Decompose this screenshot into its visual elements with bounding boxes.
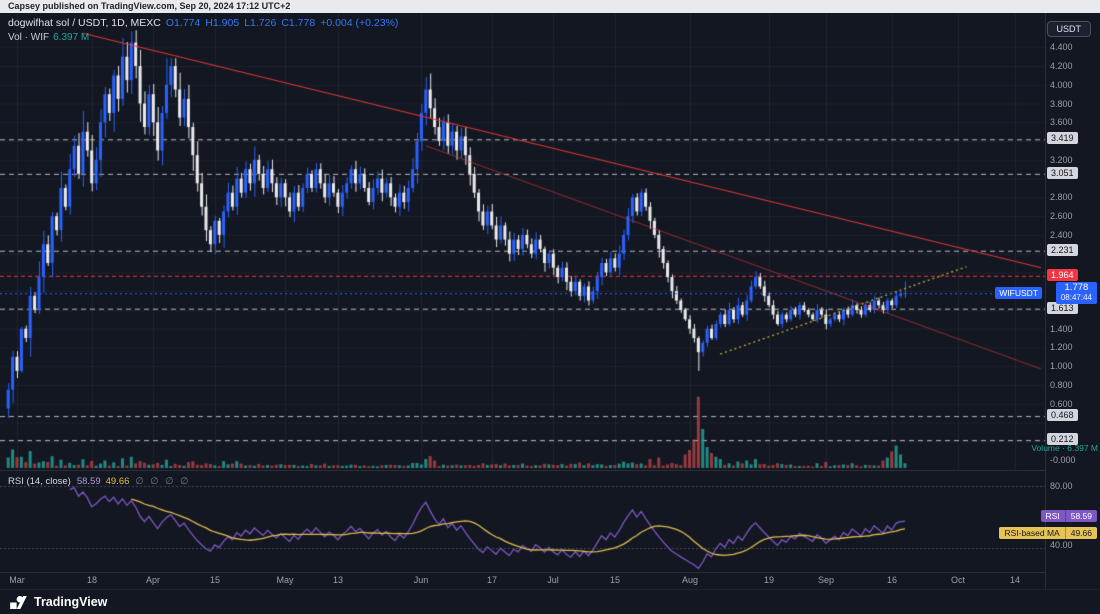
ohlc-token: C1.778	[281, 17, 316, 29]
rsi-scale-tick-80: 80.00	[1050, 481, 1073, 491]
time-axis-label: Oct	[950, 575, 966, 585]
rsi-hidden-plots: ∅ ∅ ∅ ∅	[135, 476, 191, 487]
time-axis-label: 18	[86, 575, 98, 585]
price-level-label: 2.231	[1047, 244, 1078, 256]
time-axis[interactable]	[0, 572, 1045, 591]
ohlc-token: L1.726	[244, 17, 277, 29]
time-axis-label: 15	[609, 575, 621, 585]
time-axis-label: 15	[209, 575, 221, 585]
rsi-badge-name: RSI	[1040, 510, 1065, 522]
time-axis-label: May	[276, 575, 294, 585]
price-level-label: 3.419	[1047, 132, 1078, 144]
price-level-label: 3.051	[1047, 167, 1078, 179]
price-tick: 3.800	[1050, 99, 1073, 109]
time-axis-label: Sep	[817, 575, 835, 585]
rsi-badge-value: 58.59	[1064, 510, 1097, 522]
rsi-title[interactable]: RSI (14, close)	[8, 476, 71, 487]
current-price-label: 1.778 08:47:44	[1055, 282, 1097, 304]
rsi-scale-tick-40: 40.00	[1050, 540, 1073, 550]
price-tick: 0.600	[1050, 399, 1073, 409]
price-tick: 1.400	[1050, 324, 1073, 334]
legend-row-volume: Vol · WIF 6.397 M	[8, 32, 398, 43]
tradingview-brand-text[interactable]: TradingView	[34, 595, 108, 609]
time-axis-label: Jun	[413, 575, 429, 585]
volume-indicator-value: 6.397 M	[53, 32, 90, 43]
rsi-ma-value-badge: RSI-based MA 49.66	[999, 527, 1097, 539]
price-tick: 0.800	[1050, 380, 1073, 390]
rsi-value: 58.59	[76, 476, 101, 487]
price-level-label: 0.468	[1047, 409, 1078, 421]
time-axis-label: Mar	[9, 575, 25, 585]
ohlc-token: H1.905	[205, 17, 240, 29]
time-axis-label: Apr	[145, 575, 161, 585]
chart-legend: dogwifhat sol / USDT, 1D, MEXC O1.774 H1.9…	[8, 17, 398, 43]
volume-axis-label: Volume · 6.397 M	[1031, 443, 1098, 453]
rsi-pane-canvas[interactable]	[0, 472, 1045, 570]
price-tick: 1.200	[1050, 342, 1073, 352]
rsi-value-badge: RSI 58.59	[1040, 510, 1097, 522]
price-tick: 2.400	[1050, 230, 1073, 240]
time-axis-label: 16	[886, 575, 898, 585]
currency-toggle-button[interactable]: USDT	[1046, 21, 1091, 37]
symbol-price-badge: WIFUSDT	[995, 287, 1042, 299]
price-level-label: 0.212	[1047, 433, 1078, 445]
symbol-title[interactable]: dogwifhat sol / USDT, 1D, MEXC	[8, 17, 161, 29]
time-axis-label: 14	[1009, 575, 1021, 585]
bar-close-countdown: 08:47:44	[1060, 293, 1092, 302]
price-tick: 3.600	[1050, 117, 1073, 127]
ohlc-values: O1.774 H1.905 L1.726 C1.778 +0.004 (+0.23%)	[161, 17, 399, 29]
ohlc-token: +0.004 (+0.23%)	[320, 17, 399, 29]
time-axis-label: Aug	[681, 575, 699, 585]
time-axis-label: 13	[332, 575, 344, 585]
price-tick: 1.000	[1050, 361, 1073, 371]
price-level-label: 1.613	[1047, 302, 1078, 314]
pane-separator[interactable]	[0, 470, 1045, 471]
rsi-legend: RSI (14, close) 58.59 49.66 ∅ ∅ ∅ ∅	[8, 476, 190, 487]
current-price-value: 1.778	[1064, 282, 1089, 293]
volume-indicator-label[interactable]: Vol · WIF	[8, 32, 50, 43]
tradingview-logo-icon[interactable]	[10, 595, 27, 609]
attribution-text: Capsey published on TradingView.com, Sep…	[8, 1, 291, 11]
price-tick: 2.800	[1050, 192, 1073, 202]
candlestick-chart-canvas[interactable]	[0, 13, 1045, 470]
rsi-ma-value: 49.66	[105, 476, 130, 487]
price-tick: 4.400	[1050, 42, 1073, 52]
legend-row-symbol: dogwifhat sol / USDT, 1D, MEXC O1.774 H1.9…	[8, 17, 398, 29]
attribution-bar: Capsey published on TradingView.com, Sep…	[0, 0, 1100, 13]
price-tick: 4.200	[1050, 61, 1073, 71]
rsi-ma-badge-value: 49.66	[1064, 527, 1097, 539]
ohlc-token: O1.774	[165, 17, 201, 29]
time-axis-label: 17	[486, 575, 498, 585]
time-axis-label: 19	[763, 575, 775, 585]
price-tick: -0.000	[1050, 455, 1076, 465]
price-tick: 2.600	[1050, 211, 1073, 221]
footer-bar: TradingView	[0, 589, 1100, 614]
price-tick: 3.200	[1050, 155, 1073, 165]
price-tick: 4.000	[1050, 80, 1073, 90]
price-axis[interactable]	[1045, 13, 1100, 590]
rsi-ma-badge-name: RSI-based MA	[999, 527, 1065, 539]
price-level-label-red: 1.964	[1047, 269, 1078, 281]
time-axis-label: Jul	[547, 575, 559, 585]
